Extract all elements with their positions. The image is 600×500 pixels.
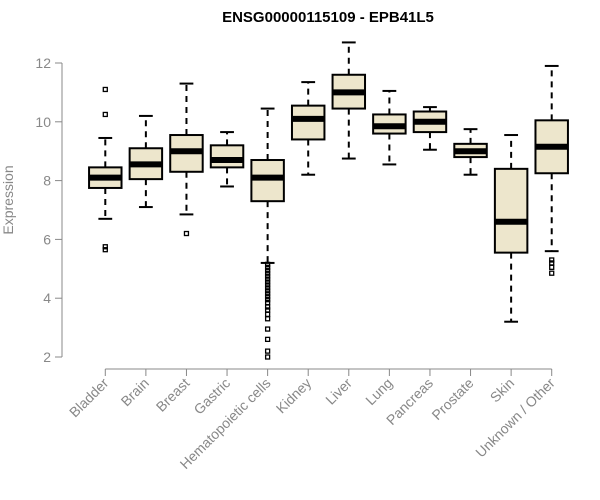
y-tick-label: 8 xyxy=(43,173,51,189)
outlier-point xyxy=(264,311,271,318)
outlier-point xyxy=(264,336,271,343)
outlier-point xyxy=(264,316,271,322)
box-group xyxy=(534,64,569,276)
outlier-point xyxy=(549,257,555,263)
outlier-point xyxy=(102,247,108,253)
outlier-point xyxy=(264,279,271,285)
box-group xyxy=(88,86,123,253)
outlier-point xyxy=(102,244,108,250)
y-tick-label: 4 xyxy=(43,290,51,306)
y-tick-label: 10 xyxy=(35,114,51,130)
outlier-point xyxy=(264,261,271,268)
outlier-point xyxy=(264,297,271,303)
outlier-point xyxy=(264,354,271,360)
y-axis: 2 4 6 8 10 12 xyxy=(35,55,63,365)
box-group xyxy=(412,106,448,151)
box-group xyxy=(250,107,285,360)
x-tick-label: Breast xyxy=(153,375,193,415)
box-group xyxy=(453,128,488,176)
x-tick-label: Lung xyxy=(362,375,395,408)
y-axis-label: Expression xyxy=(0,165,16,234)
outlier-point xyxy=(102,111,108,118)
box-group xyxy=(493,134,529,323)
outlier-point xyxy=(264,285,271,291)
outlier-point xyxy=(264,307,271,313)
x-tick-label: Skin xyxy=(487,375,518,406)
outlier-point xyxy=(102,86,108,93)
x-tick-label: Prostate xyxy=(428,375,476,423)
outlier-point xyxy=(264,282,271,288)
box-group xyxy=(128,114,164,209)
outlier-point xyxy=(264,288,271,294)
outlier-point xyxy=(264,291,271,297)
y-tick-label: 2 xyxy=(43,349,51,365)
x-tick-label: Kidney xyxy=(273,375,315,417)
outlier-point xyxy=(549,270,555,276)
chart-title: ENSG00000115109 - EPB41L5 xyxy=(222,9,434,26)
outlier-point xyxy=(264,264,271,270)
outlier-point xyxy=(183,230,190,237)
box-group xyxy=(290,81,326,176)
x-tick-label: Liver xyxy=(322,375,355,408)
box xyxy=(493,167,529,254)
outlier-point xyxy=(264,270,271,276)
box-group xyxy=(331,41,367,160)
outlier-point xyxy=(264,299,271,306)
outlier-point xyxy=(264,304,271,310)
x-tick-label: Bladder xyxy=(66,375,112,421)
outlier-point xyxy=(264,273,271,279)
box xyxy=(209,144,245,169)
x-tick-label: Brain xyxy=(118,375,152,409)
box-group xyxy=(169,82,204,237)
box-group xyxy=(209,131,245,188)
outlier-point xyxy=(549,260,555,266)
outlier-point xyxy=(264,276,271,282)
box-group xyxy=(372,89,407,166)
box xyxy=(290,104,326,141)
outlier-point xyxy=(549,264,555,270)
boxplot-series xyxy=(88,41,569,360)
y-tick-label: 6 xyxy=(43,231,51,247)
y-tick-label: 12 xyxy=(35,55,51,71)
outlier-point xyxy=(264,326,271,332)
outlier-point xyxy=(264,348,271,354)
outlier-point xyxy=(264,294,271,300)
outlier-point xyxy=(264,267,271,273)
